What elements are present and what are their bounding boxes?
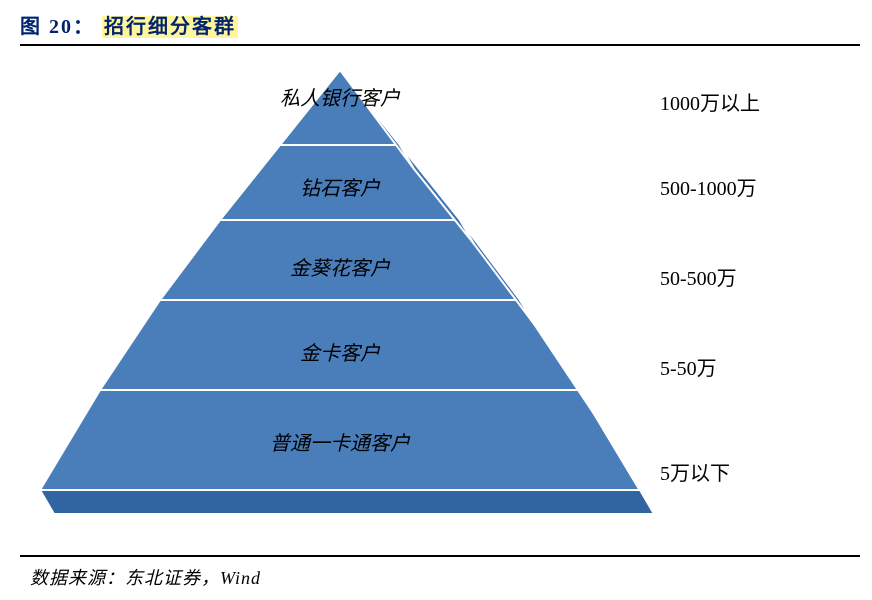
tier-label-3: 金卡客户 [300, 343, 381, 365]
tier-value-2: 50-500万 [660, 268, 737, 290]
tier-label-2: 金葵花客户 [290, 258, 391, 280]
tier-value-3: 5-50万 [660, 358, 717, 380]
figure-title-text: 招行细分客群 [102, 16, 238, 38]
tier-value-1: 500-1000万 [660, 178, 757, 200]
figure-container: 图 20： 招行细分客群 私人银行客户 1000万以上钻石客户 500-1000万金… [0, 0, 872, 600]
pyramid-chart: 私人银行客户 1000万以上钻石客户 500-1000万金葵花客户 50-500万金卡… [0, 50, 872, 550]
pyramid-base [40, 490, 654, 514]
figure-source: 数据来源：东北证券，Wind [30, 564, 261, 590]
figure-number: 图 20： [20, 16, 95, 38]
tier-label-0: 私人银行客户 [280, 88, 401, 110]
tier-label-1: 钻石客户 [300, 178, 381, 200]
tier-value-4: 5万以下 [660, 463, 730, 485]
tier-value-0: 1000万以上 [660, 92, 760, 115]
source-prefix: 数据来源： [30, 568, 125, 588]
source-text: 东北证券，Wind [125, 568, 261, 588]
bottom-rule [20, 555, 860, 557]
figure-title: 图 20： 招行细分客群 [20, 10, 238, 39]
top-rule [20, 44, 860, 46]
tier-label-4: 普通一卡通客户 [270, 433, 411, 455]
